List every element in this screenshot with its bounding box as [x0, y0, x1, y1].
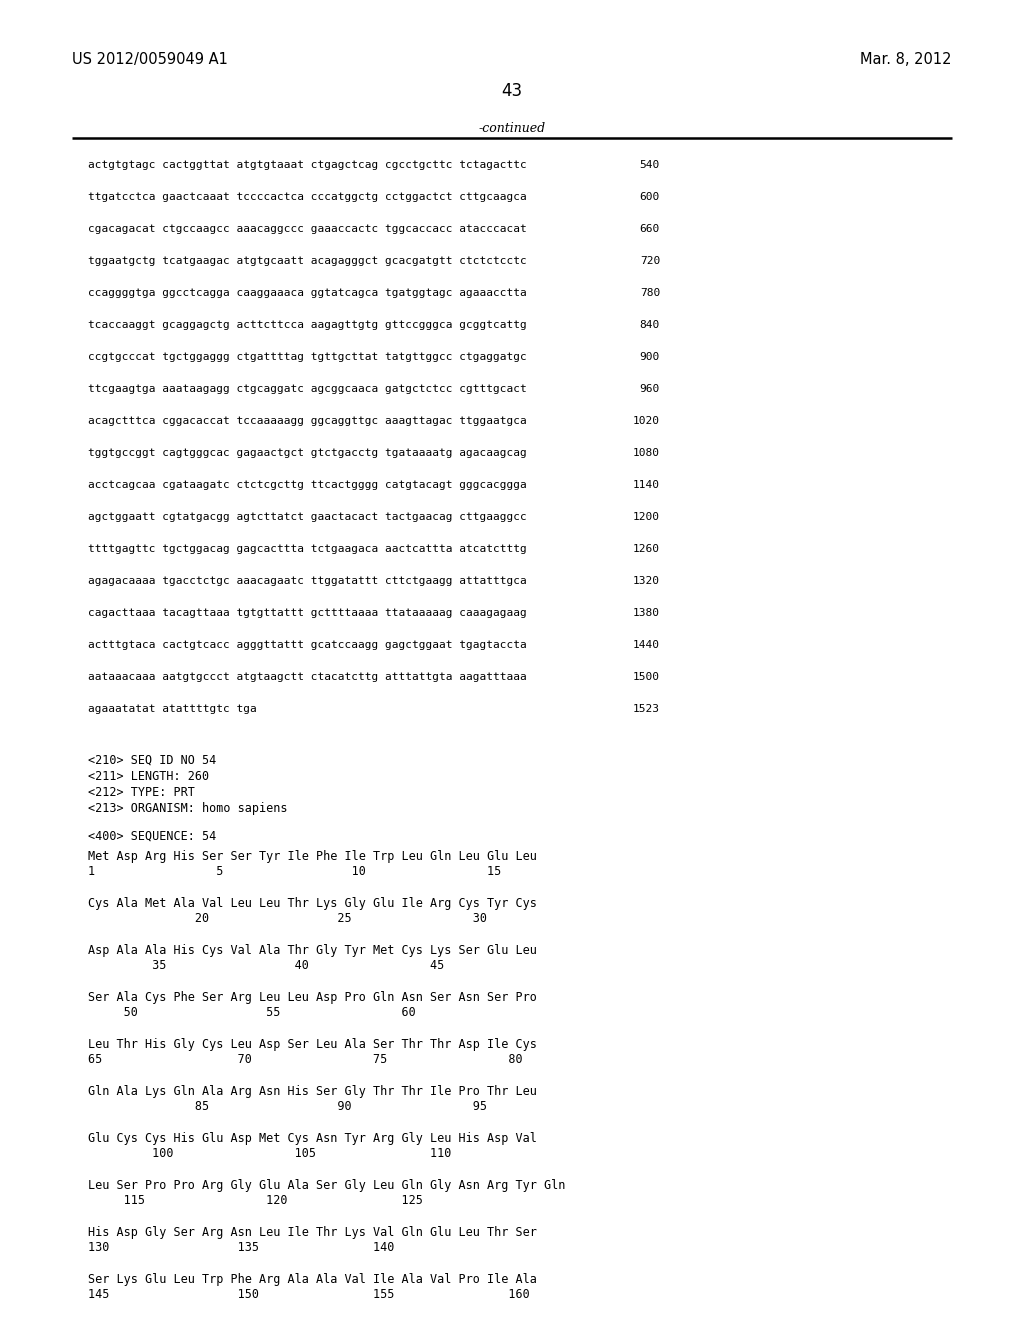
Text: 1440: 1440 [633, 640, 660, 649]
Text: <211> LENGTH: 260: <211> LENGTH: 260 [88, 770, 209, 783]
Text: 900: 900 [640, 352, 660, 362]
Text: 840: 840 [640, 319, 660, 330]
Text: 1200: 1200 [633, 512, 660, 521]
Text: actttgtaca cactgtcacc agggttattt gcatccaagg gagctggaat tgagtaccta: actttgtaca cactgtcacc agggttattt gcatcca… [88, 640, 526, 649]
Text: 100                 105                110: 100 105 110 [88, 1147, 452, 1160]
Text: 65                   70                 75                 80: 65 70 75 80 [88, 1053, 522, 1067]
Text: 130                  135                140: 130 135 140 [88, 1241, 394, 1254]
Text: 660: 660 [640, 224, 660, 234]
Text: 1080: 1080 [633, 447, 660, 458]
Text: tggaatgctg tcatgaagac atgtgcaatt acagagggct gcacgatgtt ctctctcctc: tggaatgctg tcatgaagac atgtgcaatt acagagg… [88, 256, 526, 267]
Text: Mar. 8, 2012: Mar. 8, 2012 [860, 51, 952, 67]
Text: 85                  90                 95: 85 90 95 [88, 1100, 487, 1113]
Text: 1020: 1020 [633, 416, 660, 426]
Text: Ser Lys Glu Leu Trp Phe Arg Ala Ala Val Ile Ala Val Pro Ile Ala: Ser Lys Glu Leu Trp Phe Arg Ala Ala Val … [88, 1272, 537, 1286]
Text: Asp Ala Ala His Cys Val Ala Thr Gly Tyr Met Cys Lys Ser Glu Leu: Asp Ala Ala His Cys Val Ala Thr Gly Tyr … [88, 944, 537, 957]
Text: Gln Ala Lys Gln Ala Arg Asn His Ser Gly Thr Thr Ile Pro Thr Leu: Gln Ala Lys Gln Ala Arg Asn His Ser Gly … [88, 1085, 537, 1098]
Text: agctggaatt cgtatgacgg agtcttatct gaactacact tactgaacag cttgaaggcc: agctggaatt cgtatgacgg agtcttatct gaactac… [88, 512, 526, 521]
Text: 1                 5                  10                 15: 1 5 10 15 [88, 865, 502, 878]
Text: acctcagcaa cgataagatc ctctcgcttg ttcactgggg catgtacagt gggcacggga: acctcagcaa cgataagatc ctctcgcttg ttcactg… [88, 480, 526, 490]
Text: 115                 120                125: 115 120 125 [88, 1195, 423, 1206]
Text: <210> SEQ ID NO 54: <210> SEQ ID NO 54 [88, 754, 216, 767]
Text: Met Asp Arg His Ser Ser Tyr Ile Phe Ile Trp Leu Gln Leu Glu Leu: Met Asp Arg His Ser Ser Tyr Ile Phe Ile … [88, 850, 537, 863]
Text: 1500: 1500 [633, 672, 660, 682]
Text: 1523: 1523 [633, 704, 660, 714]
Text: tcaccaaggt gcaggagctg acttcttcca aagagttgtg gttccgggca gcggtcattg: tcaccaaggt gcaggagctg acttcttcca aagagtt… [88, 319, 526, 330]
Text: -continued: -continued [478, 121, 546, 135]
Text: acagctttca cggacaccat tccaaaaagg ggcaggttgc aaagttagac ttggaatgca: acagctttca cggacaccat tccaaaaagg ggcaggt… [88, 416, 526, 426]
Text: 540: 540 [640, 160, 660, 170]
Text: 20                  25                 30: 20 25 30 [88, 912, 487, 925]
Text: agaaatatat atattttgtc tga: agaaatatat atattttgtc tga [88, 704, 257, 714]
Text: Cys Ala Met Ala Val Leu Leu Thr Lys Gly Glu Ile Arg Cys Tyr Cys: Cys Ala Met Ala Val Leu Leu Thr Lys Gly … [88, 898, 537, 909]
Text: 780: 780 [640, 288, 660, 298]
Text: cagacttaaa tacagttaaa tgtgttattt gcttttaaaa ttataaaaag caaagagaag: cagacttaaa tacagttaaa tgtgttattt gctttta… [88, 609, 526, 618]
Text: ttttgagttc tgctggacag gagcacttta tctgaagaca aactcattta atcatctttg: ttttgagttc tgctggacag gagcacttta tctgaag… [88, 544, 526, 554]
Text: aataaacaaa aatgtgccct atgtaagctt ctacatcttg atttattgta aagatttaaa: aataaacaaa aatgtgccct atgtaagctt ctacatc… [88, 672, 526, 682]
Text: 720: 720 [640, 256, 660, 267]
Text: 50                  55                 60: 50 55 60 [88, 1006, 416, 1019]
Text: agagacaaaa tgacctctgc aaacagaatc ttggatattt cttctgaagg attatttgca: agagacaaaa tgacctctgc aaacagaatc ttggata… [88, 576, 526, 586]
Text: ttcgaagtga aaataagagg ctgcaggatc agcggcaaca gatgctctcc cgtttgcact: ttcgaagtga aaataagagg ctgcaggatc agcggca… [88, 384, 526, 393]
Text: cgacagacat ctgccaagcc aaacaggccc gaaaccactc tggcaccacc atacccacat: cgacagacat ctgccaagcc aaacaggccc gaaacca… [88, 224, 526, 234]
Text: Leu Ser Pro Pro Arg Gly Glu Ala Ser Gly Leu Gln Gly Asn Arg Tyr Gln: Leu Ser Pro Pro Arg Gly Glu Ala Ser Gly … [88, 1179, 565, 1192]
Text: 1380: 1380 [633, 609, 660, 618]
Text: US 2012/0059049 A1: US 2012/0059049 A1 [72, 51, 228, 67]
Text: 960: 960 [640, 384, 660, 393]
Text: 1260: 1260 [633, 544, 660, 554]
Text: ttgatcctca gaactcaaat tccccactca cccatggctg cctggactct cttgcaagca: ttgatcctca gaactcaaat tccccactca cccatgg… [88, 191, 526, 202]
Text: 35                  40                 45: 35 40 45 [88, 960, 444, 972]
Text: ccgtgcccat tgctggaggg ctgattttag tgttgcttat tatgttggcc ctgaggatgc: ccgtgcccat tgctggaggg ctgattttag tgttgct… [88, 352, 526, 362]
Text: His Asp Gly Ser Arg Asn Leu Ile Thr Lys Val Gln Glu Leu Thr Ser: His Asp Gly Ser Arg Asn Leu Ile Thr Lys … [88, 1226, 537, 1239]
Text: 600: 600 [640, 191, 660, 202]
Text: <212> TYPE: PRT: <212> TYPE: PRT [88, 785, 195, 799]
Text: <400> SEQUENCE: 54: <400> SEQUENCE: 54 [88, 830, 216, 843]
Text: actgtgtagc cactggttat atgtgtaaat ctgagctcag cgcctgcttc tctagacttc: actgtgtagc cactggttat atgtgtaaat ctgagct… [88, 160, 526, 170]
Text: ccaggggtga ggcctcagga caaggaaaca ggtatcagca tgatggtagc agaaacctta: ccaggggtga ggcctcagga caaggaaaca ggtatca… [88, 288, 526, 298]
Text: 1320: 1320 [633, 576, 660, 586]
Text: <213> ORGANISM: homo sapiens: <213> ORGANISM: homo sapiens [88, 803, 288, 814]
Text: 145                  150                155                160: 145 150 155 160 [88, 1288, 529, 1302]
Text: 43: 43 [502, 82, 522, 100]
Text: Ser Ala Cys Phe Ser Arg Leu Leu Asp Pro Gln Asn Ser Asn Ser Pro: Ser Ala Cys Phe Ser Arg Leu Leu Asp Pro … [88, 991, 537, 1005]
Text: 1140: 1140 [633, 480, 660, 490]
Text: Leu Thr His Gly Cys Leu Asp Ser Leu Ala Ser Thr Thr Asp Ile Cys: Leu Thr His Gly Cys Leu Asp Ser Leu Ala … [88, 1038, 537, 1051]
Text: Glu Cys Cys His Glu Asp Met Cys Asn Tyr Arg Gly Leu His Asp Val: Glu Cys Cys His Glu Asp Met Cys Asn Tyr … [88, 1133, 537, 1144]
Text: tggtgccggt cagtgggcac gagaactgct gtctgacctg tgataaaatg agacaagcag: tggtgccggt cagtgggcac gagaactgct gtctgac… [88, 447, 526, 458]
